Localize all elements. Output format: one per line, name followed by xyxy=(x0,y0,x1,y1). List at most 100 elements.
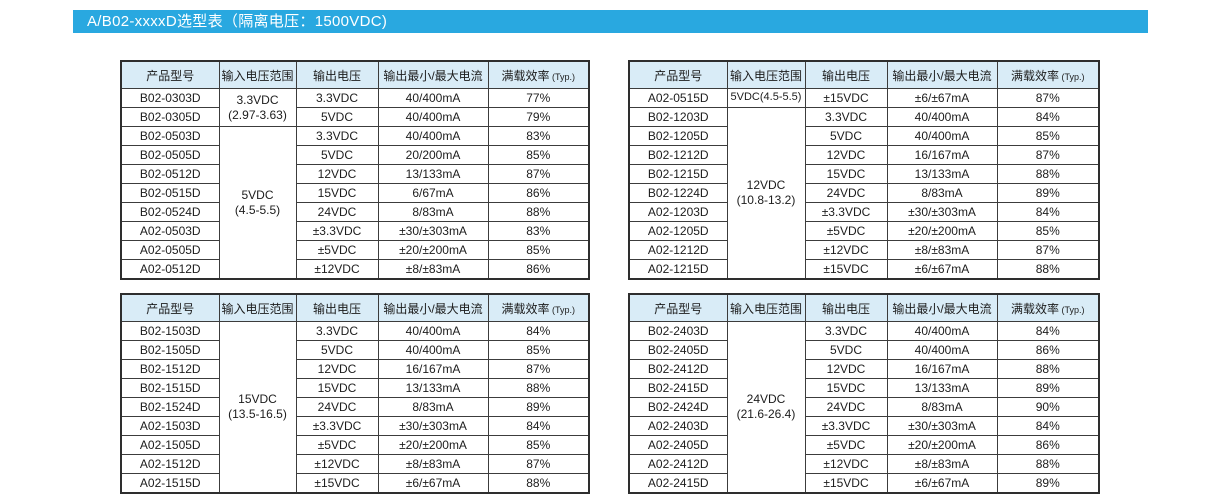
column-header: 输入电压范围 xyxy=(726,293,806,322)
output-voltage-cell: ±5VDC xyxy=(804,435,888,455)
output-current-cell: ±30/±303mA xyxy=(377,221,489,241)
efficiency-cell: 85% xyxy=(487,240,590,260)
output-voltage-cell: 3.3VDC xyxy=(804,321,888,341)
model-cell: B02-1515D xyxy=(120,378,220,398)
table-row: A02-0505D ±5VDC ±20/±200mA 85% xyxy=(120,240,590,260)
model-cell: A02-0503D xyxy=(120,221,220,241)
table-row: A02-2415D ±15VDC ±6/±67mA 89% xyxy=(628,473,1100,494)
efficiency-cell: 84% xyxy=(996,202,1100,222)
efficiency-cell: 87% xyxy=(487,164,590,184)
output-voltage-cell: 3.3VDC xyxy=(295,88,379,108)
output-current-cell: ±20/±200mA xyxy=(886,435,998,455)
model-cell: A02-0512D xyxy=(120,259,220,280)
column-header: 输出最小/最大电流 xyxy=(886,293,998,322)
model-cell: A02-1203D xyxy=(628,202,728,222)
output-voltage-cell: 5VDC xyxy=(295,340,379,360)
output-voltage-cell: 5VDC xyxy=(295,145,379,165)
output-voltage-cell: ±15VDC xyxy=(295,473,379,494)
efficiency-cell: 86% xyxy=(487,183,590,203)
column-header: 输出最小/最大电流 xyxy=(886,60,998,89)
efficiency-cell: 89% xyxy=(996,473,1100,494)
output-voltage-cell: 12VDC xyxy=(295,164,379,184)
efficiency-cell: 83% xyxy=(487,221,590,241)
output-current-cell: ±8/±83mA xyxy=(886,454,998,474)
table-row: B02-1503D 15VDC (13.5-16.5) 3.3VDC 40/400mA 8… xyxy=(120,321,590,494)
efficiency-cell: 77% xyxy=(487,88,590,108)
output-voltage-cell: ±15VDC xyxy=(804,88,888,108)
output-voltage-cell: 3.3VDC xyxy=(295,126,379,146)
input-voltage-range-cell: 3.3VDC (2.97-3.63) xyxy=(218,88,297,127)
efficiency-cell: 88% xyxy=(996,164,1100,184)
header-row: 产品型号 输入电压范围 输出电压 输出最小/最大电流 满载效率 (Typ.) xyxy=(120,60,590,89)
model-cell: A02-0515D xyxy=(628,88,728,108)
output-current-cell: ±8/±83mA xyxy=(886,240,998,260)
efficiency-cell: 88% xyxy=(996,359,1100,379)
column-header: 满载效率 (Typ.) xyxy=(996,293,1100,322)
input-voltage-range-cell: 15VDC (13.5-16.5) xyxy=(218,321,297,494)
output-current-cell: ±20/±200mA xyxy=(886,221,998,241)
model-cell: B02-0303D xyxy=(120,88,220,108)
output-current-cell: 13/133mA xyxy=(377,378,489,398)
model-cell: B02-1512D xyxy=(120,359,220,379)
model-cell: B02-2412D xyxy=(628,359,728,379)
efficiency-cell: 85% xyxy=(996,221,1100,241)
input-voltage-range-cell: 5VDC(4.5-5.5) xyxy=(218,126,297,280)
output-current-cell: ±8/±83mA xyxy=(377,259,489,280)
model-cell: B02-1205D xyxy=(628,126,728,146)
header-row: 产品型号 输入电压范围 输出电压 输出最小/最大电流 满载效率 (Typ.) xyxy=(628,293,1100,322)
output-current-cell: 8/83mA xyxy=(886,397,998,417)
output-voltage-cell: 24VDC xyxy=(804,397,888,417)
selection-table-bottom-right: 产品型号 输入电压范围 输出电压 输出最小/最大电流 满载效率 (Typ.) B02-2… xyxy=(628,293,1100,494)
column-header: 输出最小/最大电流 xyxy=(377,293,489,322)
model-cell: A02-2403D xyxy=(628,416,728,436)
column-header: 输入电压范围 xyxy=(726,60,806,89)
selection-table-top-right: 产品型号 输入电压范围 输出电压 输出最小/最大电流 满载效率 (Typ.) A02-0… xyxy=(628,60,1100,280)
efficiency-cell: 85% xyxy=(487,435,590,455)
output-voltage-cell: ±5VDC xyxy=(295,240,379,260)
efficiency-cell: 87% xyxy=(996,240,1100,260)
efficiency-cell: 88% xyxy=(487,378,590,398)
output-voltage-cell: ±3.3VDC xyxy=(804,202,888,222)
section-title: A/B02-xxxxD选型表（隔离电压：1500VDC) xyxy=(87,13,388,30)
efficiency-header-label: 满载效率 xyxy=(1010,68,1059,83)
output-current-cell: ±30/±303mA xyxy=(886,416,998,436)
table-row: A02-0503D ±3.3VDC ±30/±303mA 83% xyxy=(120,221,590,241)
model-cell: A02-1205D xyxy=(628,221,728,241)
table-row: B02-2403D 24VDC (21.6-26.4) 3.3VDC 40/400mA 8… xyxy=(628,321,1100,494)
model-cell: B02-1203D xyxy=(628,107,728,127)
output-voltage-cell: 5VDC xyxy=(804,126,888,146)
model-cell: B02-1505D xyxy=(120,340,220,360)
column-header: 输出最小/最大电流 xyxy=(377,60,489,89)
column-header: 满载效率 (Typ.) xyxy=(487,60,590,89)
table-row: A02-1503D ±3.3VDC ±30/±303mA 84% xyxy=(120,416,590,436)
column-header: 输入电压范围 xyxy=(218,60,297,89)
efficiency-cell: 85% xyxy=(487,340,590,360)
efficiency-cell: 85% xyxy=(996,126,1100,146)
table-row: B02-1512D 12VDC 16/167mA 87% xyxy=(120,359,590,379)
efficiency-cell: 84% xyxy=(996,416,1100,436)
output-voltage-cell: ±3.3VDC xyxy=(804,416,888,436)
column-header: 输出电压 xyxy=(295,60,379,89)
output-voltage-cell: ±3.3VDC xyxy=(295,221,379,241)
output-current-cell: 6/67mA xyxy=(377,183,489,203)
model-cell: B02-1215D xyxy=(628,164,728,184)
output-current-cell: 16/167mA xyxy=(886,359,998,379)
model-cell: A02-1215D xyxy=(628,259,728,280)
output-voltage-cell: 3.3VDC xyxy=(295,321,379,341)
output-current-cell: 8/83mA xyxy=(886,183,998,203)
output-current-cell: 8/83mA xyxy=(377,202,489,222)
table-row: B02-1524D 24VDC 8/83mA 89% xyxy=(120,397,590,417)
table-row: B02-1224D 24VDC 8/83mA 89% xyxy=(628,183,1100,203)
output-current-cell: ±20/±200mA xyxy=(377,435,489,455)
output-current-cell: 16/167mA xyxy=(886,145,998,165)
table-row: A02-2403D ±3.3VDC ±30/±303mA 84% xyxy=(628,416,1100,436)
output-current-cell: ±30/±303mA xyxy=(377,416,489,436)
input-voltage-range-cell: 5VDC(4.5-5.5) xyxy=(726,88,806,108)
output-voltage-cell: 24VDC xyxy=(295,202,379,222)
output-voltage-cell: 3.3VDC xyxy=(804,107,888,127)
model-cell: B02-1524D xyxy=(120,397,220,417)
output-voltage-cell: 15VDC xyxy=(804,378,888,398)
model-cell: B02-2415D xyxy=(628,378,728,398)
output-current-cell: 40/400mA xyxy=(377,340,489,360)
column-header: 满载效率 (Typ.) xyxy=(996,60,1100,89)
